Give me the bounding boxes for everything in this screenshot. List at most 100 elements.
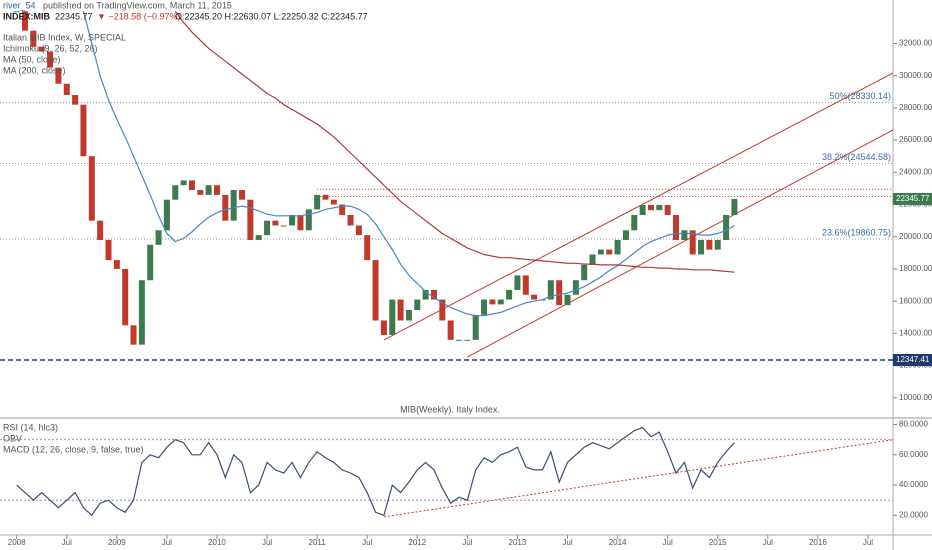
publisher[interactable]: river_54 [3, 0, 36, 10]
x-tick-label: 2009 [108, 538, 126, 547]
candle [489, 299, 496, 305]
x-tick-label: 2013 [509, 538, 527, 547]
y-tick-label: 26000.00 [899, 135, 932, 144]
x-tick-label: Jul [362, 538, 372, 547]
candle [230, 190, 237, 221]
x-tick-label: 2011 [309, 538, 327, 547]
candle [673, 215, 680, 240]
candle [289, 215, 296, 226]
candle [614, 239, 621, 255]
candle [589, 254, 596, 265]
candle [22, 11, 29, 31]
candle [205, 185, 212, 195]
moving-average [82, 11, 735, 317]
fib-label: 38.2%(24544.58) [822, 152, 891, 162]
candle [430, 289, 437, 300]
candle [456, 339, 463, 341]
caption: MIB(Weekly). Italy Index. [400, 404, 500, 414]
moving-average [174, 10, 735, 273]
y-tick-label: 28000.00 [899, 103, 932, 112]
candle [564, 294, 571, 306]
candle [330, 199, 337, 205]
candle [13, 11, 20, 13]
candle [138, 280, 145, 345]
x-tick-label: Jul [763, 538, 773, 547]
legend-ma200: MA (200, close) [3, 65, 66, 75]
y-tick-label: 20000.00 [899, 232, 932, 241]
candle [405, 310, 412, 321]
candle [514, 275, 521, 290]
published: published on TradingView.com, March 11, … [43, 0, 232, 10]
candle [681, 230, 688, 240]
fib-label: 50%(28330.14) [829, 91, 891, 101]
y-tick-label: 24000.00 [899, 167, 932, 176]
legend-main: Italian MIB Index, W, SPECIAL [3, 32, 126, 42]
candle [122, 268, 129, 326]
candle [147, 244, 154, 281]
candle [622, 230, 629, 240]
candle [664, 205, 671, 215]
candle [397, 299, 404, 321]
y-tick-label: 80.0000 [899, 420, 928, 429]
candle [631, 215, 638, 231]
y-tick-label: 32000.00 [899, 39, 932, 48]
y-tick-label: 40.0000 [899, 480, 928, 489]
candle [97, 220, 104, 240]
x-tick-label: 2016 [809, 538, 827, 547]
candle [497, 299, 504, 305]
candle [188, 180, 195, 191]
candle [305, 209, 312, 231]
support-label: 12347.41 [896, 355, 930, 364]
candle [255, 235, 262, 240]
candle [47, 51, 54, 68]
candle [38, 46, 45, 52]
candle [639, 205, 646, 215]
candle [197, 190, 204, 195]
candle [72, 95, 79, 105]
symbol: INDEX:MIB [3, 11, 51, 21]
x-tick-label: Jul [663, 538, 673, 547]
candle [422, 289, 429, 300]
quote: 22345.77 [55, 11, 93, 21]
x-tick-label: Jul [62, 538, 72, 547]
x-tick-label: Jul [562, 538, 572, 547]
candle [723, 215, 730, 240]
candle [130, 325, 137, 345]
candle [247, 199, 254, 240]
candle [113, 260, 120, 269]
candle [706, 239, 713, 250]
legend-ichimoku: Ichimoku (9, 26, 52, 26) [3, 43, 98, 53]
candle [339, 204, 346, 215]
rsi-line [16, 426, 735, 517]
candle [314, 194, 321, 210]
candle [689, 230, 696, 255]
candle [347, 215, 354, 226]
plot-area: 10000.0012000.0014000.0016000.0018000.00… [0, 10, 932, 547]
legend-ma50: MA (50, close) [3, 54, 61, 64]
candle [572, 280, 579, 295]
x-tick-label: Jul [162, 538, 172, 547]
change: ▼ −218.58 (−0.97%) [97, 11, 180, 21]
x-tick-label: 2008 [8, 538, 26, 547]
candle [447, 320, 454, 340]
y-tick-label: 16000.00 [899, 296, 932, 305]
trend-line [467, 129, 894, 358]
candle [355, 225, 362, 236]
candle [439, 299, 446, 321]
y-tick-label: 20.0000 [899, 510, 928, 519]
y-tick-label: 10000.00 [899, 393, 932, 402]
candle [88, 156, 95, 221]
x-tick-label: Jul [262, 538, 272, 547]
price-label-box [893, 192, 932, 205]
x-tick-label: 2015 [709, 538, 727, 547]
x-tick-label: 2014 [609, 538, 627, 547]
y-tick-label: 60.0000 [899, 450, 928, 459]
candle [55, 67, 62, 84]
candle [172, 185, 179, 200]
candle [522, 275, 529, 295]
candle [30, 30, 37, 47]
header: river_54 published on TradingView.com, M… [3, 0, 500, 454]
candle [222, 194, 229, 221]
price-label: 22345.77 [896, 194, 930, 203]
candle [481, 299, 488, 315]
